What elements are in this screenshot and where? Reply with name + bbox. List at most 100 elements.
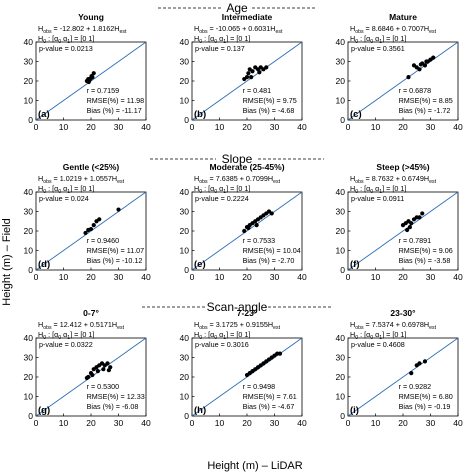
x-tick-label: 40 bbox=[141, 122, 151, 132]
x-tick-label: 20 bbox=[242, 272, 252, 282]
y-tick-label: 30 bbox=[336, 353, 346, 363]
y-tick-label: 10 bbox=[24, 246, 34, 256]
section-header-scan-angle: Scan-angle bbox=[142, 300, 332, 314]
y-tick-label: 40 bbox=[336, 37, 346, 47]
x-tick-label: 30 bbox=[114, 418, 124, 428]
data-point bbox=[420, 211, 425, 216]
chart-panel: 0-7° 0 10 20 30 40 0 10 20 30 40 Hobs = 12.412 + 0.… bbox=[24, 308, 151, 428]
rmse-value: RMSE(%) = 9.75 bbox=[243, 96, 297, 105]
y-tick-label: 20 bbox=[180, 372, 190, 382]
x-tick-label: 10 bbox=[59, 122, 69, 132]
x-tick-label: 10 bbox=[371, 272, 381, 282]
one-to-one-line bbox=[191, 41, 303, 121]
panel-title: 7-23° bbox=[237, 308, 258, 318]
data-point bbox=[91, 223, 96, 228]
x-tick-label: 20 bbox=[242, 122, 252, 132]
chart-panel: Gentle (<25%) 0 10 20 30 40 0 10 20 30 40 Hobs = 1.… bbox=[24, 162, 151, 282]
regression-equation: Hobs = 8.6846 + 0.7007Hest bbox=[350, 24, 437, 35]
data-point bbox=[269, 211, 274, 216]
chart-panel: 23-30° 0 10 20 30 40 0 10 20 30 40 Hobs = 7.5374 + … bbox=[336, 308, 463, 428]
data-point bbox=[409, 371, 414, 376]
panel-title: Young bbox=[78, 12, 104, 22]
rmse-value: RMSE(%) = 11.98 bbox=[87, 96, 145, 105]
x-tick-label: 30 bbox=[426, 122, 436, 132]
y-tick-label: 30 bbox=[180, 57, 190, 67]
x-tick-label: 40 bbox=[297, 122, 307, 132]
y-tick-label: 20 bbox=[180, 226, 190, 236]
panel-letter: (c) bbox=[350, 109, 362, 120]
section-label: Slope bbox=[222, 152, 253, 166]
data-point bbox=[250, 69, 255, 74]
y-axis-label: Height (m) – Field bbox=[1, 218, 13, 305]
one-to-one-line bbox=[191, 191, 303, 271]
x-tick-label: 40 bbox=[297, 418, 307, 428]
panel-title: 0-7° bbox=[83, 308, 99, 318]
data-point bbox=[242, 228, 247, 234]
null-hypothesis: H0 : [α0 α1] = [0 1] bbox=[38, 34, 94, 45]
x-tick-label: 0 bbox=[34, 418, 39, 428]
null-hypothesis: H0 : [α0 α1] = [0 1] bbox=[350, 330, 406, 341]
x-tick-label: 40 bbox=[141, 418, 151, 428]
data-point bbox=[257, 70, 262, 75]
panel-letter: (a) bbox=[38, 109, 50, 120]
y-tick-label: 0 bbox=[340, 411, 345, 421]
rmse-value: RMSE(%) = 9.06 bbox=[399, 246, 453, 255]
chart-panel: 7-23° 0 10 20 30 40 0 10 20 30 40 Hobs = 3.1725 + 0… bbox=[180, 308, 307, 428]
data-point bbox=[422, 359, 428, 364]
y-tick-label: 10 bbox=[24, 96, 34, 106]
x-tick-label: 10 bbox=[215, 418, 225, 428]
p-value: p-value = 0.0213 bbox=[39, 44, 93, 53]
x-tick-label: 10 bbox=[59, 418, 69, 428]
y-tick-label: 40 bbox=[24, 37, 34, 47]
x-tick-label: 40 bbox=[453, 272, 463, 282]
p-value: p-value = 0.3561 bbox=[351, 44, 405, 53]
y-tick-label: 40 bbox=[180, 187, 190, 197]
data-point bbox=[89, 74, 94, 79]
data-point bbox=[246, 225, 251, 231]
regression-equation: Hobs = 8.7632 + 0.6749Hest bbox=[350, 174, 437, 185]
rmse-value: RMSE(%) = 11.07 bbox=[87, 246, 145, 255]
y-tick-label: 10 bbox=[180, 392, 190, 402]
y-tick-label: 10 bbox=[336, 246, 346, 256]
x-tick-label: 20 bbox=[86, 272, 96, 282]
data-point bbox=[86, 79, 91, 85]
x-tick-label: 0 bbox=[190, 122, 195, 132]
x-tick-label: 30 bbox=[426, 272, 436, 282]
null-hypothesis: H0 : [α0 α1] = [0 1] bbox=[38, 330, 94, 341]
null-hypothesis: H0 : [α0 α1] = [0 1] bbox=[194, 34, 250, 45]
regression-equation: Hobs = 7.6385 + 0.7099Hest bbox=[194, 174, 281, 185]
regression-equation: Hobs = 3.1725 + 0.9155Hest bbox=[194, 320, 281, 331]
regression-equation: Hobs = -10.065 + 0.6031Hest bbox=[194, 24, 283, 35]
null-hypothesis: H0 : [α0 α1] = [0 1] bbox=[194, 184, 250, 195]
section-header-slope: Slope bbox=[150, 152, 324, 166]
data-point bbox=[422, 63, 428, 68]
data-point bbox=[407, 225, 412, 230]
bias-value: Bias (%) = -2.70 bbox=[243, 256, 295, 265]
data-point bbox=[101, 367, 106, 372]
y-tick-label: 40 bbox=[336, 333, 346, 343]
x-tick-label: 0 bbox=[346, 122, 351, 132]
data-point bbox=[116, 207, 121, 212]
x-tick-label: 20 bbox=[242, 418, 252, 428]
y-tick-label: 30 bbox=[24, 207, 34, 217]
p-value: p-value = 0.024 bbox=[39, 194, 89, 203]
rmse-value: RMSE(%) = 7.61 bbox=[243, 392, 297, 401]
bias-value: Bias (%) = -4.68 bbox=[243, 106, 295, 115]
panel-letter: (h) bbox=[194, 405, 206, 416]
panel-title: Mature bbox=[389, 12, 417, 22]
panel-title: 23-30° bbox=[390, 308, 416, 318]
regression-equation: Hobs = -12.802 + 1.8162Hest bbox=[38, 24, 127, 35]
data-point bbox=[424, 59, 429, 64]
x-tick-label: 0 bbox=[190, 418, 195, 428]
data-point bbox=[83, 230, 88, 236]
y-tick-label: 20 bbox=[336, 76, 346, 86]
data-point bbox=[405, 227, 410, 233]
x-tick-label: 20 bbox=[86, 122, 96, 132]
p-value: p-value = 0.2224 bbox=[195, 194, 249, 203]
data-point bbox=[84, 375, 89, 381]
panel-letter: (d) bbox=[38, 259, 50, 270]
rmse-value: RMSE(%) = 10.04 bbox=[243, 246, 301, 255]
bias-value: Bias (%) = -1.72 bbox=[399, 106, 451, 115]
x-tick-label: 0 bbox=[34, 122, 39, 132]
